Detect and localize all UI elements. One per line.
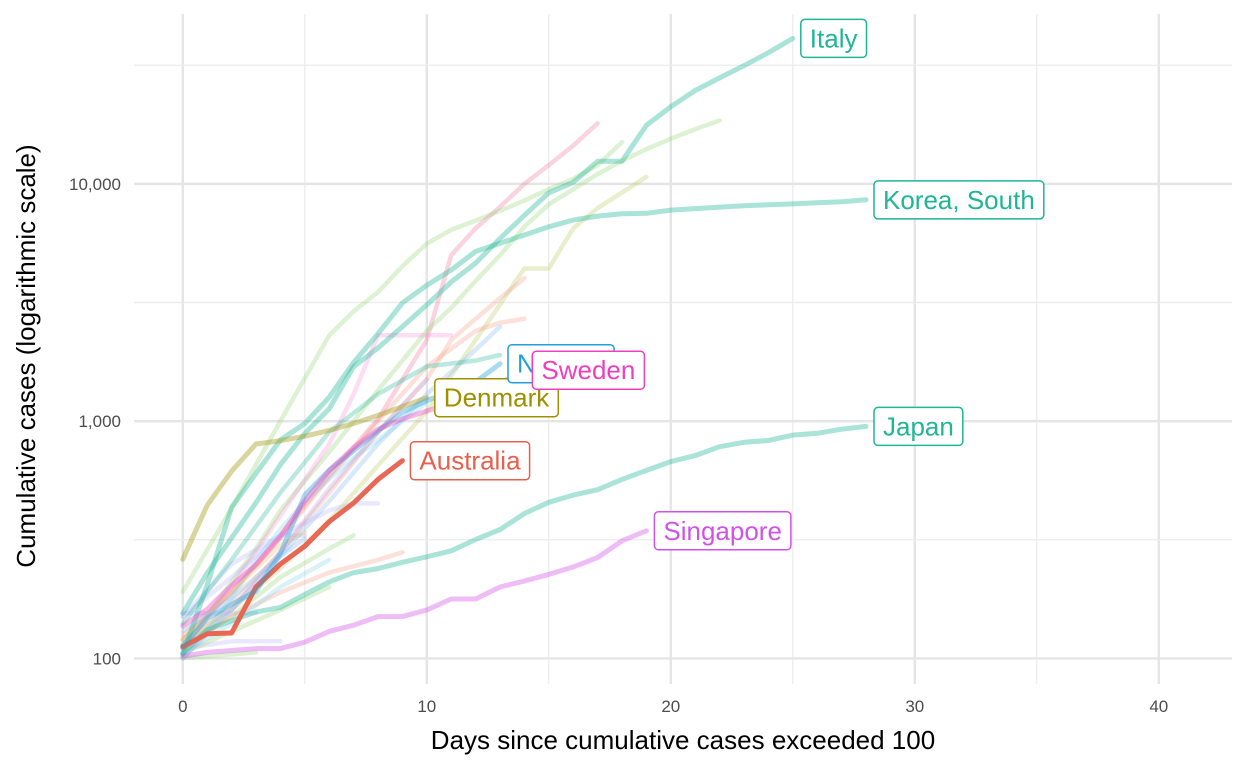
- label-denmark: Denmark: [434, 377, 560, 418]
- background-series-line: [180, 536, 308, 634]
- label-australia: Australia: [409, 440, 531, 481]
- y-tick-label: 10,000: [69, 175, 121, 194]
- background-series-line: [180, 501, 381, 619]
- series-line-singapore: [180, 528, 649, 659]
- label-text: Sweden: [541, 355, 635, 385]
- background-series-line: [180, 639, 283, 651]
- series-line-italy: [180, 35, 796, 616]
- label-box: [531, 350, 646, 390]
- country-labels: Italy Korea, South Japan Singapore Australia…: [409, 18, 1045, 551]
- x-axis-title: Days since cumulative cases exceeded 100: [431, 725, 935, 755]
- label-text: Australia: [419, 446, 521, 476]
- background-series-line: [180, 584, 332, 656]
- x-tick-label: 40: [1149, 697, 1168, 716]
- background-series-line: [180, 139, 625, 594]
- background-series-line: [180, 533, 356, 647]
- label-sweden: Sweden: [531, 350, 646, 390]
- series-line-japan: [180, 423, 869, 656]
- background-series-line: [180, 121, 600, 642]
- label-text: Singapore: [663, 516, 782, 546]
- label-box: [873, 406, 964, 447]
- label-korea-south: Korea, South: [873, 180, 1045, 220]
- grid-lines: [134, 14, 1232, 684]
- background-series-line: [180, 352, 503, 626]
- y-axis-title: Cumulative cases (logarithmic scale): [11, 144, 41, 567]
- background-series-line: [180, 550, 405, 651]
- background-series-line: [180, 316, 527, 638]
- background-series-line: [180, 650, 259, 661]
- label-text: Korea, South: [883, 185, 1035, 215]
- label-text: Italy: [810, 23, 858, 53]
- label-box: [434, 377, 560, 418]
- label-box: [653, 511, 792, 551]
- background-series-line: [180, 276, 527, 651]
- x-axis-ticks: 0 10 20 30 40: [178, 697, 1168, 716]
- label-box: [873, 180, 1045, 220]
- x-tick-label: 10: [417, 697, 436, 716]
- background-series-line: [180, 400, 430, 661]
- series-line-australia: [180, 458, 405, 650]
- x-tick-label: 20: [661, 697, 680, 716]
- x-tick-label: 30: [905, 697, 924, 716]
- label-box: [409, 440, 531, 481]
- label-japan: Japan: [873, 406, 964, 447]
- background-series-line: [180, 118, 722, 651]
- y-axis-ticks: 100 1,000 10,000: [69, 175, 121, 669]
- background-series-line: [180, 557, 332, 656]
- background-series-line: [180, 377, 430, 661]
- x-tick-label: 0: [178, 697, 187, 716]
- y-tick-label: 100: [93, 649, 121, 668]
- series-line-korea-south: [180, 197, 869, 657]
- series-line-denmark: [180, 395, 430, 562]
- label-singapore: Singapore: [653, 511, 792, 551]
- background-series-line: [180, 530, 308, 642]
- label-italy: Italy: [800, 18, 868, 59]
- y-tick-label: 1,000: [78, 412, 121, 431]
- background-series-line: [180, 324, 503, 651]
- background-series-line: [180, 333, 454, 651]
- label-text: Japan: [883, 411, 954, 441]
- label-box: [800, 18, 868, 59]
- background-series-line: [180, 533, 308, 619]
